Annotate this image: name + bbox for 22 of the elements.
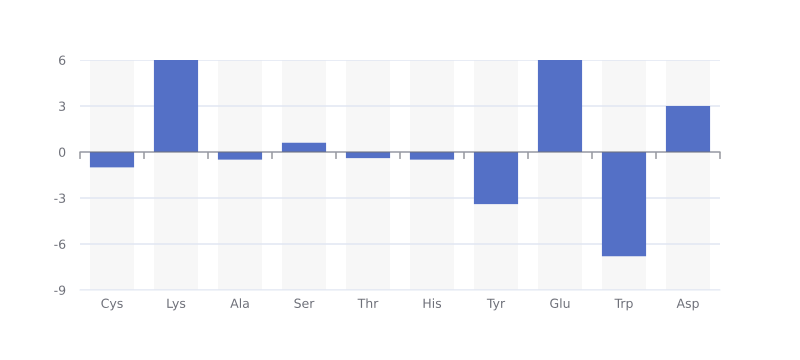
x-tick-label: Asp: [676, 298, 699, 310]
y-tick-label: -3: [54, 193, 66, 203]
x-tick-label: Thr: [358, 298, 378, 308]
x-tick-label: Ser: [294, 298, 314, 308]
y-tick-label: -6: [54, 239, 66, 249]
bar: [90, 152, 134, 168]
x-tick-label: Ala: [230, 298, 249, 308]
x-tick-label: Cys: [101, 298, 123, 310]
bar: [410, 152, 454, 160]
x-tick-label: Glu: [550, 298, 570, 308]
x-tick-label: Tyr: [486, 298, 506, 310]
y-tick-label: -9: [54, 285, 66, 295]
bar: [218, 152, 262, 160]
x-tick-label: Lys: [167, 298, 186, 310]
y-tick-label: 3: [59, 101, 66, 111]
bar: [282, 142, 326, 152]
y-tick-label: 0: [58, 147, 66, 157]
bar: [666, 106, 710, 152]
y-tick-label: 6: [59, 55, 66, 65]
x-tick-label: His: [424, 298, 442, 308]
bar: [474, 152, 518, 204]
x-tick-label: Trp: [614, 298, 633, 310]
